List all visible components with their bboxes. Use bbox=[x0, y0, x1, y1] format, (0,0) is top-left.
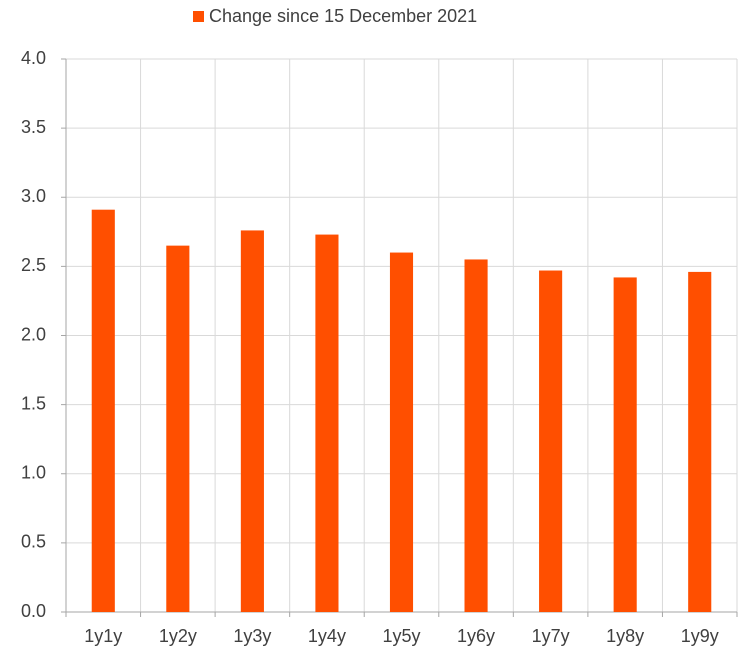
y-tick-label: 1.0 bbox=[21, 463, 46, 483]
x-tick-label: 1y2y bbox=[159, 626, 197, 646]
y-tick-label: 0.5 bbox=[21, 532, 46, 552]
x-tick-label: 1y8y bbox=[606, 626, 644, 646]
bar bbox=[315, 234, 339, 612]
y-tick-label: 1.5 bbox=[21, 393, 46, 413]
bar bbox=[91, 209, 115, 612]
x-tick-label: 1y4y bbox=[308, 626, 346, 646]
bar bbox=[613, 277, 637, 612]
bar bbox=[688, 271, 712, 612]
x-tick-label: 1y9y bbox=[681, 626, 719, 646]
bar bbox=[240, 230, 264, 612]
y-tick-label: 4.0 bbox=[21, 48, 46, 68]
y-tick-label: 2.5 bbox=[21, 255, 46, 275]
bar bbox=[464, 259, 488, 612]
legend-swatch bbox=[193, 11, 204, 22]
bar bbox=[166, 245, 190, 612]
bar bbox=[389, 252, 414, 613]
y-tick-label: 3.0 bbox=[21, 186, 46, 206]
x-tick-label: 1y1y bbox=[84, 626, 122, 646]
x-tick-label: 1y3y bbox=[233, 626, 271, 646]
x-tick-label: 1y5y bbox=[382, 626, 420, 646]
x-tick-label: 1y6y bbox=[457, 626, 495, 646]
y-tick-label: 2.0 bbox=[21, 324, 46, 344]
y-tick-label: 0.0 bbox=[21, 601, 46, 621]
x-tick-label: 1y7y bbox=[532, 626, 570, 646]
y-tick-label: 3.5 bbox=[21, 117, 46, 137]
bar bbox=[539, 270, 563, 612]
legend-label: Change since 15 December 2021 bbox=[209, 6, 477, 26]
